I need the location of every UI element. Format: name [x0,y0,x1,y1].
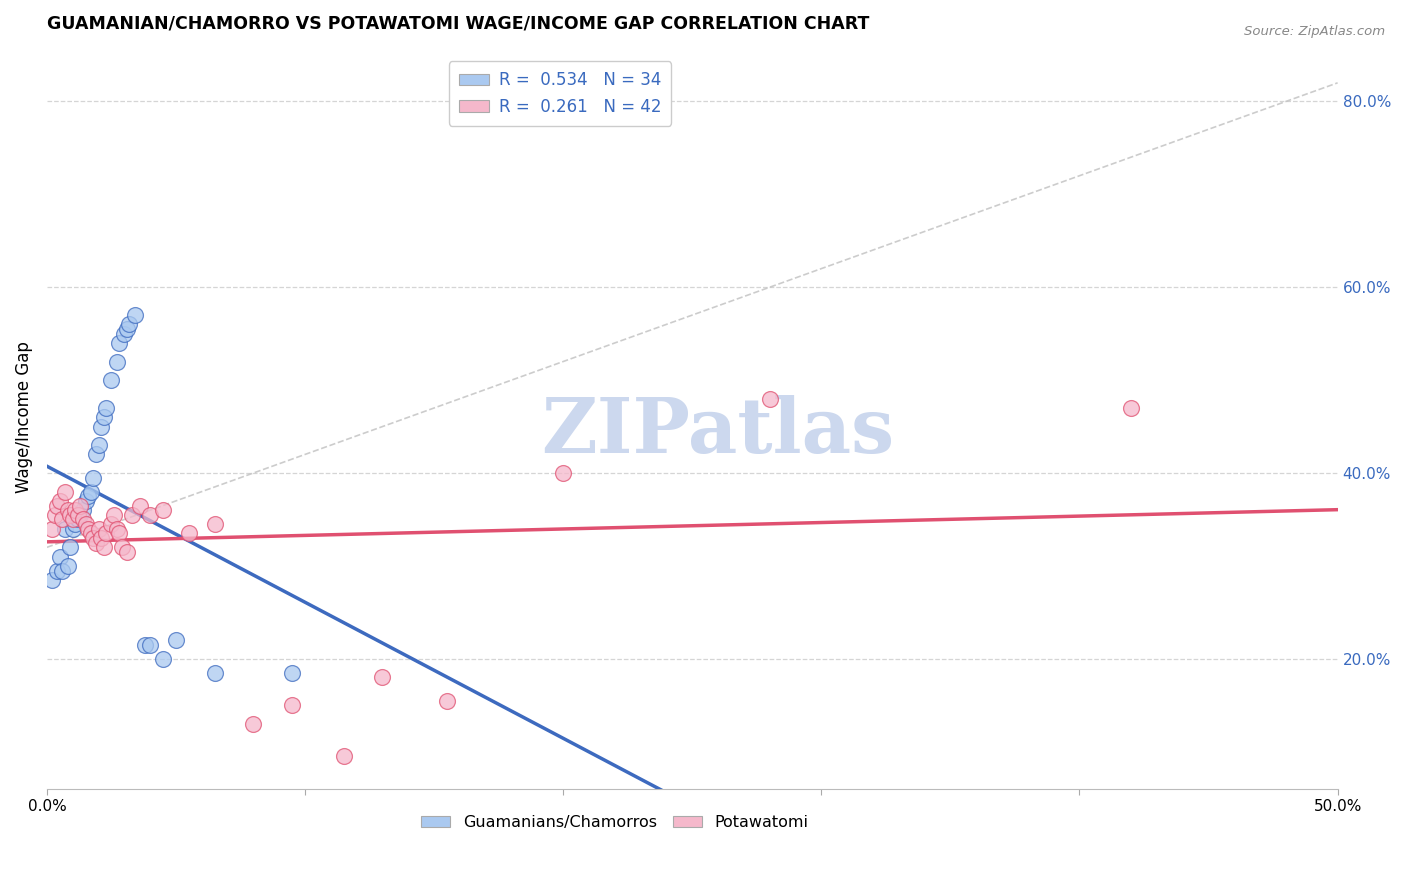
Point [112,326,135,341]
Point [553,466,575,480]
Point [75,517,97,532]
Point [105,522,128,536]
Point [371,670,394,684]
Point [103,508,125,522]
Point [204,517,226,532]
Point [77,522,100,536]
Point [75,494,97,508]
Point [65,503,87,517]
Point [66,512,89,526]
Point [152,503,174,517]
Point [72,512,94,526]
Point [51,512,73,526]
Point [242,716,264,731]
Point [80,526,103,541]
Point [204,665,226,680]
Text: GUAMANIAN/CHAMORRO VS POTAWATOMI WAGE/INCOME GAP CORRELATION CHART: GUAMANIAN/CHAMORRO VS POTAWATOMI WAGE/IN… [46,15,869,33]
Point [165,633,187,648]
Point [121,508,143,522]
Point [87,438,110,452]
Point [56,558,79,573]
Point [139,638,162,652]
Point [115,545,138,559]
Point [82,470,104,484]
Point [177,526,200,541]
Point [108,335,131,350]
Point [332,749,354,764]
Point [53,522,76,536]
Point [100,373,122,387]
Point [111,541,134,555]
Point [53,484,76,499]
Point [69,499,91,513]
Point [59,541,82,555]
Point [152,652,174,666]
Point [56,503,79,517]
Point [134,638,156,652]
Text: Source: ZipAtlas.com: Source: ZipAtlas.com [1244,25,1385,38]
Point [84,535,107,549]
Point [82,531,104,545]
Point [46,499,69,513]
Point [80,484,103,499]
Point [62,512,84,526]
Point [115,322,138,336]
Y-axis label: Wage/Income Gap: Wage/Income Gap [15,342,32,493]
Point [49,494,72,508]
Point [758,392,780,406]
Point [72,503,94,517]
Point [77,489,100,503]
Legend: Guamanians/Chamorros, Potawatomi: Guamanians/Chamorros, Potawatomi [415,809,814,837]
Point [139,508,162,522]
Point [1119,401,1142,415]
Point [41,522,63,536]
Point [66,508,89,522]
Point [118,318,141,332]
Point [108,526,131,541]
Point [124,308,146,322]
Point [84,447,107,461]
Point [105,354,128,368]
Point [49,549,72,564]
Point [93,410,115,425]
Point [51,564,73,578]
Point [41,573,63,587]
Point [59,508,82,522]
Point [128,499,150,513]
Point [44,508,66,522]
Point [90,419,112,434]
Point [69,508,91,522]
Text: ZIPatlas: ZIPatlas [541,395,894,469]
Point [96,401,118,415]
Point [62,522,84,536]
Point [281,698,304,713]
Point [93,541,115,555]
Point [65,517,87,532]
Point [436,693,458,707]
Point [46,564,69,578]
Point [281,665,304,680]
Point [90,531,112,545]
Point [100,517,122,532]
Point [87,522,110,536]
Point [96,526,118,541]
